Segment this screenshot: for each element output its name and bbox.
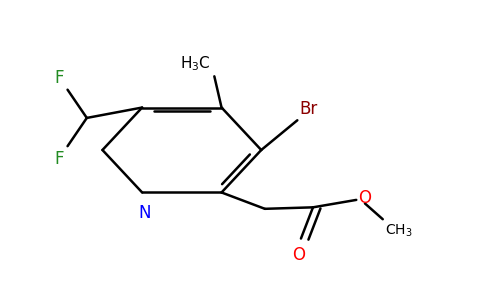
- Text: O: O: [292, 246, 305, 264]
- Text: Br: Br: [300, 100, 318, 118]
- Text: O: O: [358, 188, 371, 206]
- Text: F: F: [54, 150, 64, 168]
- Text: F: F: [54, 69, 64, 87]
- Text: CH$_3$: CH$_3$: [385, 222, 412, 239]
- Text: H$_3$C: H$_3$C: [180, 55, 211, 73]
- Text: N: N: [138, 204, 151, 222]
